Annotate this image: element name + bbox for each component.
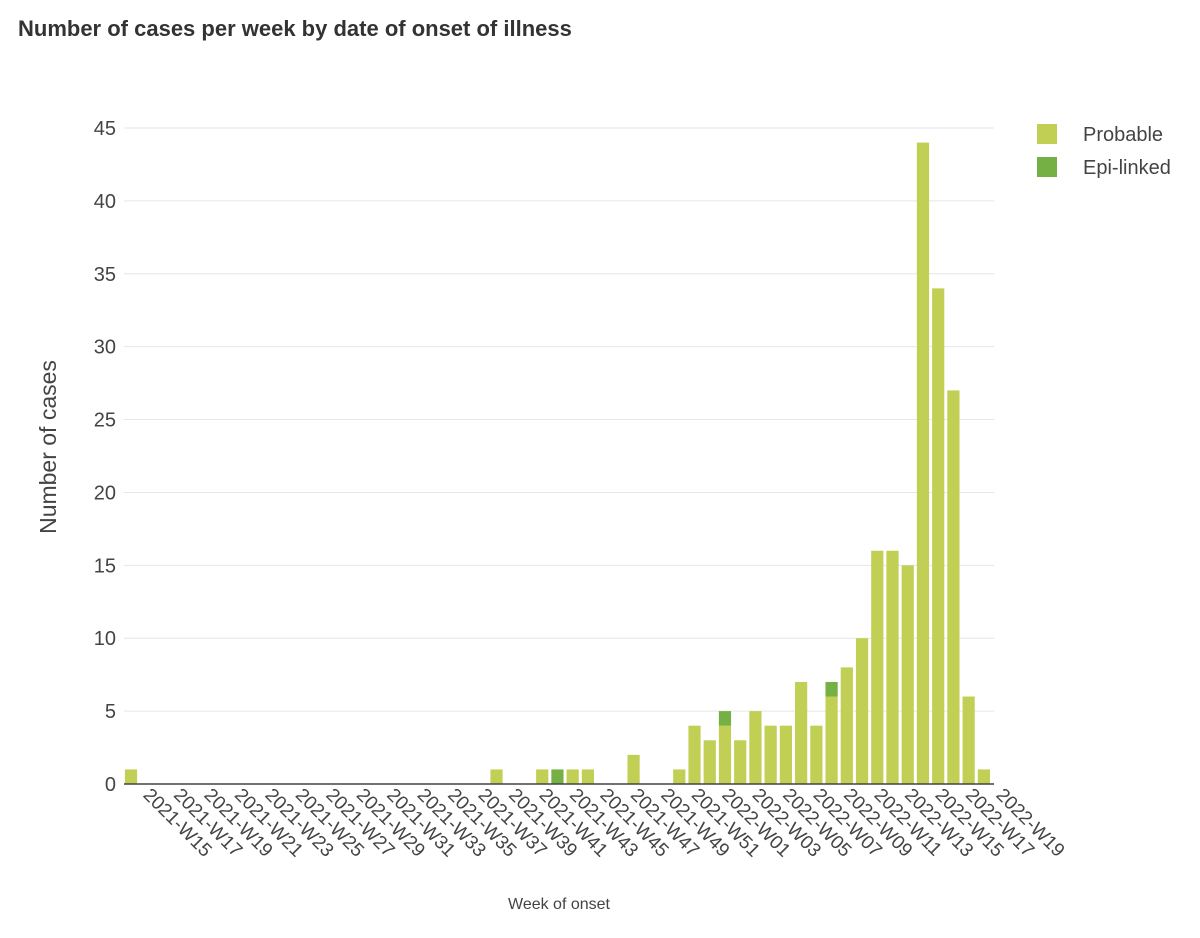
bar-probable-2022-w08[interactable]	[825, 696, 838, 784]
legend-swatch	[1037, 124, 1057, 144]
bar-probable-2022-w09[interactable]	[840, 667, 853, 784]
bar-probable-2022-w11[interactable]	[871, 550, 884, 784]
bar-epi-linked-2022-w01[interactable]	[718, 711, 732, 726]
bar-probable-2022-w06[interactable]	[795, 681, 808, 784]
bar-probable-2022-w15[interactable]	[932, 288, 945, 784]
bar-probable-2022-w18[interactable]	[977, 769, 990, 784]
y-tick-label: 35	[94, 264, 116, 286]
y-tick-label: 45	[94, 118, 116, 140]
bar-probable-2022-w17[interactable]	[962, 696, 975, 784]
y-tick-label: 10	[94, 628, 116, 650]
legend-item-probable[interactable]: Probable	[1037, 124, 1163, 146]
y-tick-label: 40	[94, 191, 116, 213]
bars	[124, 142, 990, 784]
y-tick-label: 5	[105, 701, 116, 723]
legend-label: Epi-linked	[1083, 157, 1171, 179]
legend-swatch	[1037, 157, 1057, 177]
bar-probable-2021-w43[interactable]	[566, 769, 579, 784]
legend-label: Probable	[1083, 124, 1163, 146]
bar-probable-2022-w04[interactable]	[764, 725, 777, 784]
bar-probable-2022-w14[interactable]	[916, 142, 930, 784]
bar-probable-2022-w02[interactable]	[734, 740, 747, 784]
y-tick-label: 20	[94, 482, 116, 504]
y-tick-label: 30	[94, 337, 116, 359]
bar-probable-2021-w52[interactable]	[703, 740, 716, 784]
bar-probable-2021-w47[interactable]	[627, 754, 640, 784]
y-tick-label: 25	[94, 410, 116, 432]
bar-probable-2022-w10[interactable]	[855, 638, 869, 784]
bar-probable-2021-w44[interactable]	[581, 769, 594, 784]
bar-probable-2021-w50[interactable]	[673, 769, 686, 784]
bar-probable-2022-w12[interactable]	[886, 550, 899, 784]
bar-probable-2021-w51[interactable]	[688, 725, 701, 784]
x-axis-title: Week of onset	[508, 896, 611, 913]
bar-probable-2022-w13[interactable]	[901, 565, 914, 784]
bar-probable-2022-w01[interactable]	[718, 725, 732, 784]
y-tick-label: 0	[105, 774, 116, 796]
bar-probable-2021-w14[interactable]	[124, 769, 138, 784]
bar-epi-linked-2022-w08[interactable]	[825, 681, 838, 697]
bar-epi-linked-2021-w42[interactable]	[551, 769, 564, 784]
legend-item-epi-linked[interactable]: Epi-linked	[1037, 157, 1171, 179]
gridlines	[124, 127, 994, 712]
axes: 0510152025303540452021-W152021-W172021-W…	[35, 118, 1068, 913]
y-tick-label: 15	[94, 555, 116, 577]
legend[interactable]: Probable Epi-linked	[1037, 124, 1171, 179]
bar-probable-2022-w16[interactable]	[947, 390, 960, 784]
bar-probable-2021-w38[interactable]	[490, 769, 503, 784]
y-axis-title: Number of cases	[35, 360, 61, 534]
bar-probable-2021-w41[interactable]	[536, 769, 549, 784]
bar-probable-2022-w05[interactable]	[779, 725, 792, 784]
bar-probable-2022-w03[interactable]	[749, 711, 762, 784]
bar-probable-2022-w07[interactable]	[810, 725, 823, 784]
chart-title: Number of cases per week by date of onse…	[18, 16, 572, 41]
